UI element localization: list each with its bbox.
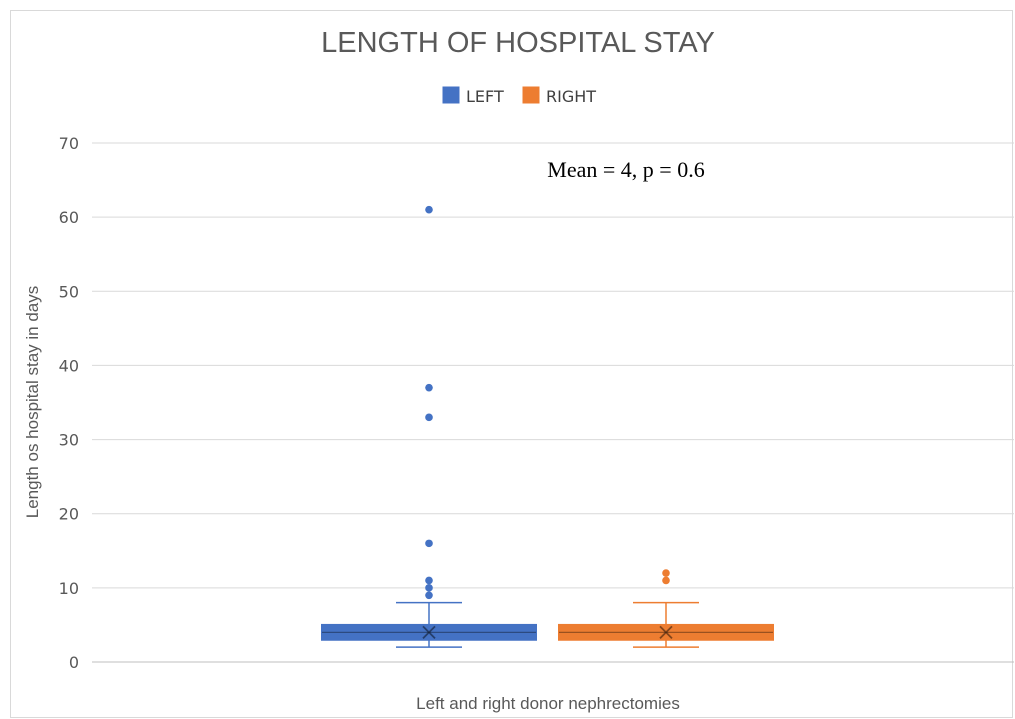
outlier-point-left [425,383,433,392]
legend-swatch-right [522,86,540,104]
stats-annotation: Mean = 4, p = 0.6 [547,157,704,182]
y-axis-ticks: 0 10 20 30 40 50 60 70 [59,134,79,672]
y-tick-label-20: 20 [59,505,79,524]
outlier-point-left [425,205,433,214]
legend-label-right: RIGHT [546,87,596,106]
legend-swatch-left [442,86,460,104]
box-series [321,205,774,648]
y-tick-label-30: 30 [59,431,79,450]
outlier-point-right [662,569,670,577]
legend: LEFT RIGHT [442,86,596,106]
x-axis-title: Left and right donor nephrectomies [416,694,680,713]
mean-marker-right [659,625,673,639]
outlier-point-left [425,413,433,422]
box-left [321,205,537,648]
y-tick-label-10: 10 [59,579,79,598]
y-tick-label-70: 70 [59,134,79,153]
outlier-point-left [425,576,433,585]
iqr-box-left [321,623,537,641]
y-tick-label-40: 40 [59,356,79,375]
outlier-point-left [425,584,433,592]
box-right [558,569,774,648]
y-tick-label-50: 50 [59,282,79,301]
gridlines [92,142,1014,663]
outlier-point-left [425,591,433,600]
y-tick-label-60: 60 [59,208,79,227]
iqr-box-right [558,623,774,641]
legend-label-left: LEFT [466,87,504,106]
y-axis-title: Length os hospital stay in days [23,286,42,518]
y-tick-label-0: 0 [69,653,79,672]
chart-frame [10,10,1013,718]
mean-marker-left [422,625,436,639]
outlier-point-right [662,576,670,585]
chart-title: LENGTH OF HOSPITAL STAY [321,27,715,59]
outlier-point-left [425,539,433,548]
